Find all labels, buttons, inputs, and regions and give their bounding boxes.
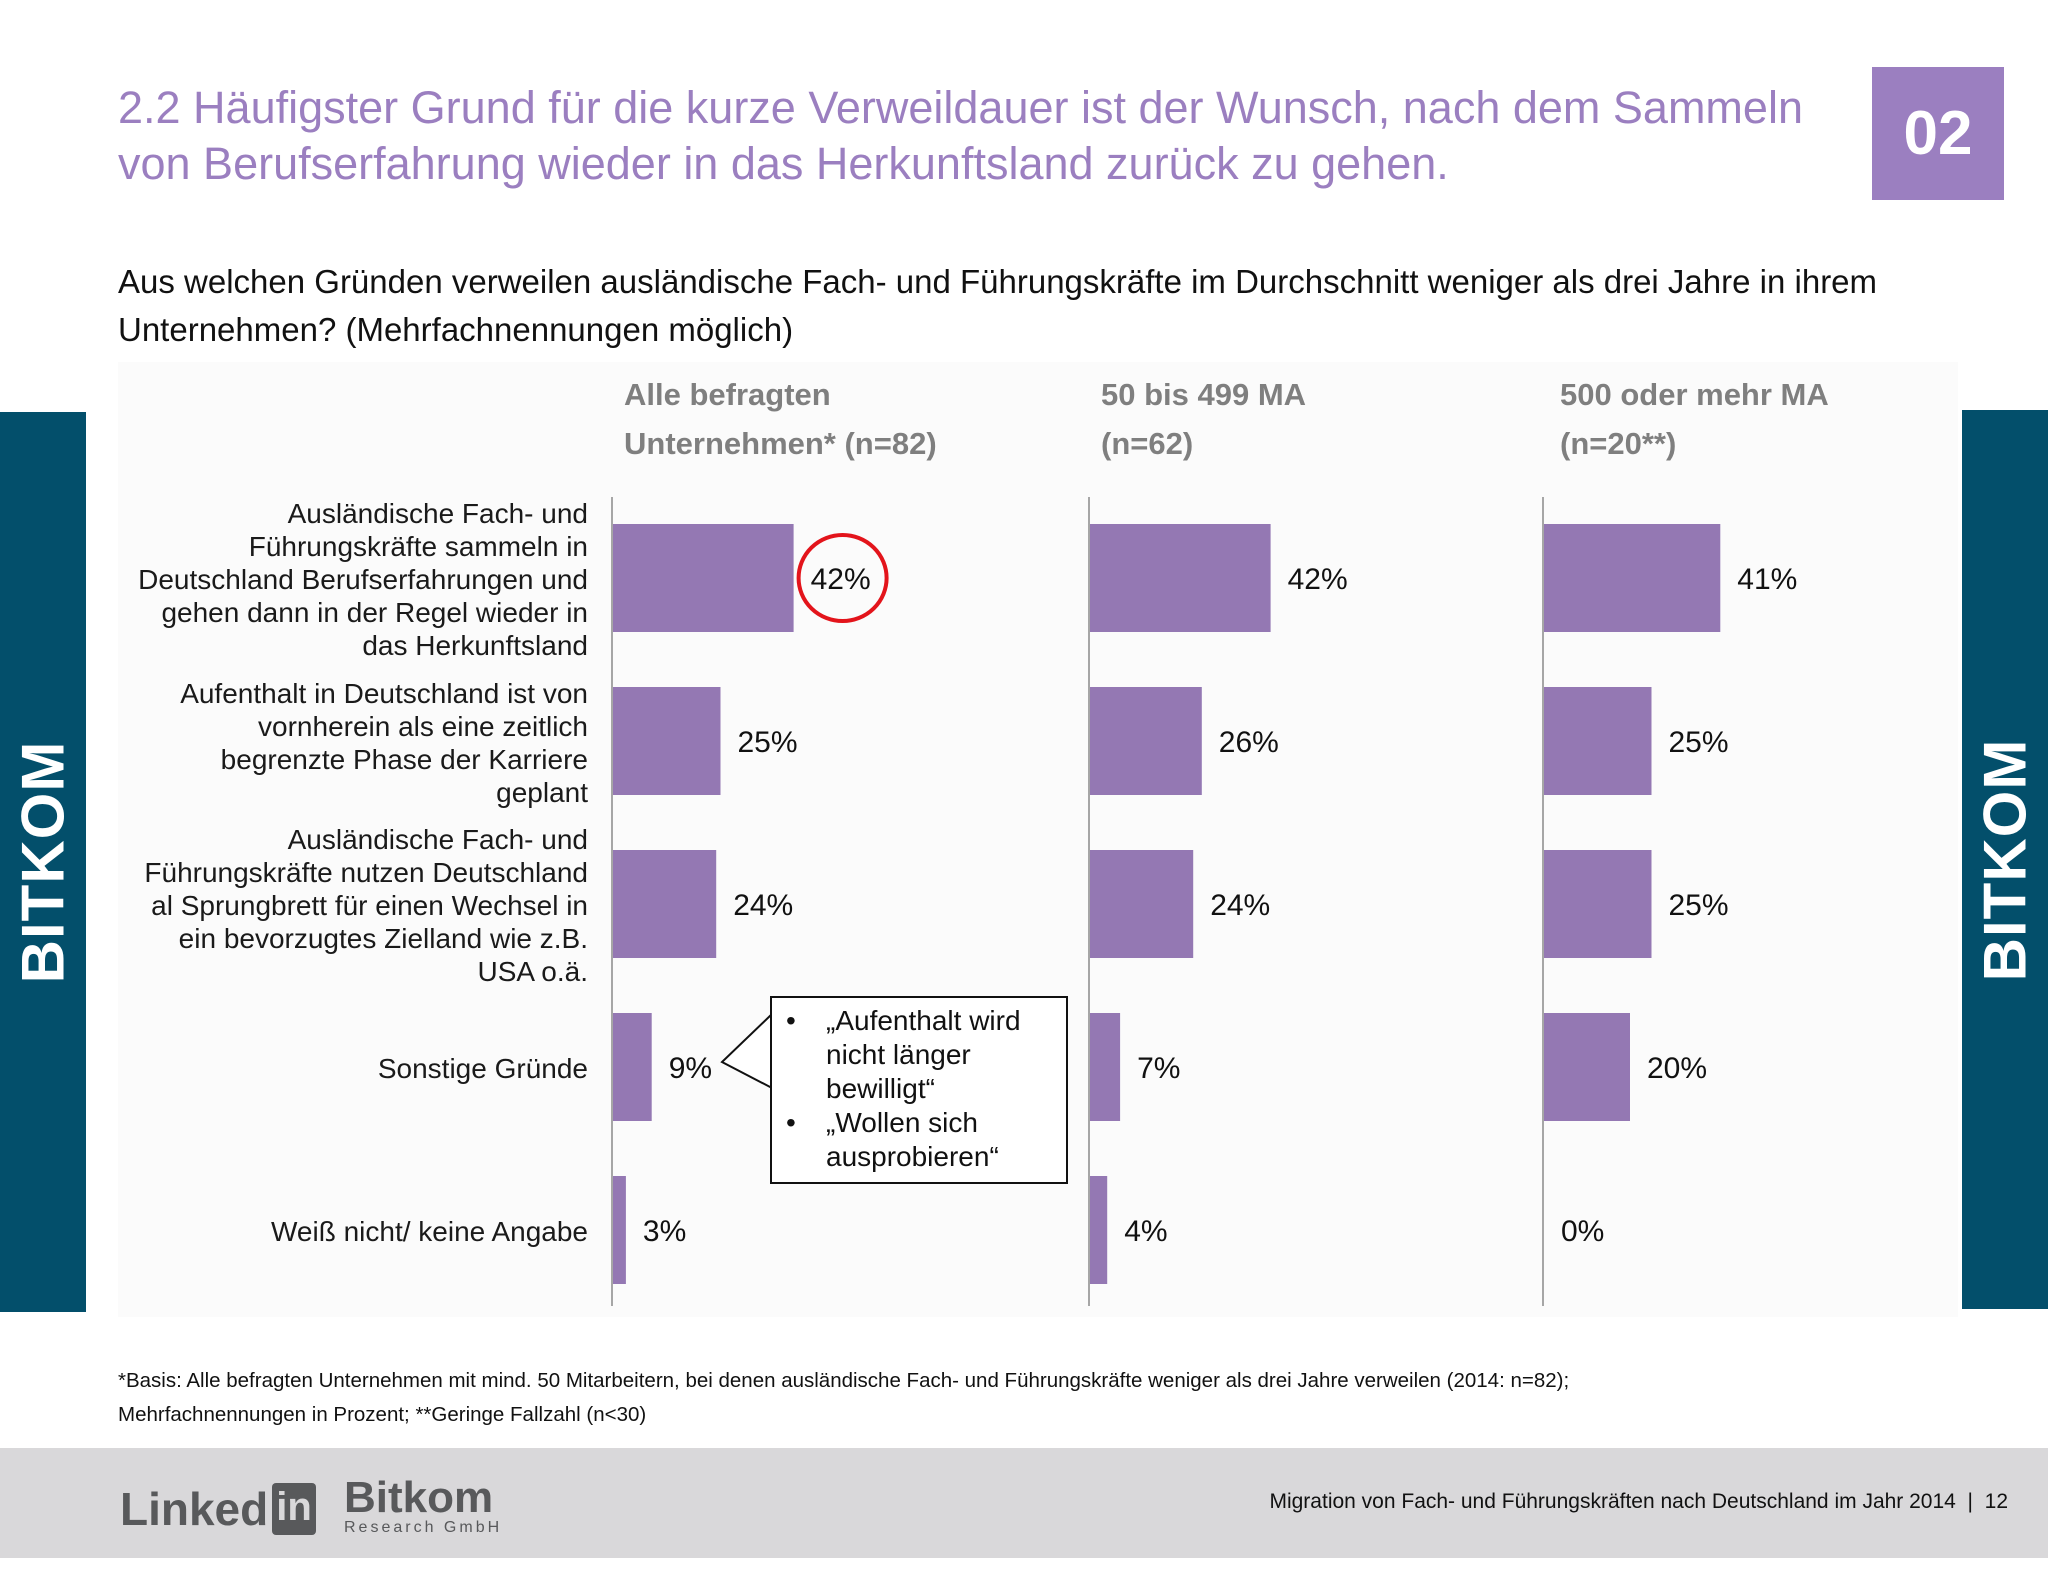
series-header-mid-line1: 50 bis 499 MA — [1101, 377, 1307, 412]
highlight-circle — [796, 533, 889, 623]
bar-series-1-cat-4 — [613, 1013, 652, 1121]
side-banner-left: BITKOM — [0, 412, 86, 1312]
linkedin-logo: Linked in — [120, 1482, 316, 1536]
series-header-all-line1: Alle befragten — [624, 377, 831, 412]
callout-item-1-text: „Aufenthalt wird nicht länger bewilligt“ — [826, 1005, 1021, 1104]
category-label-4: Sonstige Gründe — [377, 1053, 588, 1084]
callout-item-2: • „Wollen sich ausprobieren“ — [786, 1106, 1056, 1174]
series-header-large: 500 oder mehr MA (n=20**) — [1560, 370, 1829, 468]
callout-other-reasons: • „Aufenthalt wird nicht länger bewillig… — [720, 996, 1068, 1184]
bar-series-2-cat-1 — [1090, 524, 1271, 632]
value-label-series-1-cat-1: 42% — [811, 563, 871, 596]
bar-series-1-cat-5 — [613, 1176, 626, 1284]
footer-caption: Migration von Fach- und Führungskräften … — [1269, 1490, 2008, 1513]
bar-series-3-cat-2 — [1544, 687, 1652, 795]
value-label-series-1-cat-3: 24% — [733, 889, 793, 922]
value-label-series-2-cat-2: 26% — [1219, 726, 1279, 759]
bar-series-2-cat-2 — [1090, 687, 1202, 795]
section-number-badge: 02 — [1872, 67, 2004, 200]
bar-series-3-cat-3 — [1544, 850, 1652, 958]
value-label-series-3-cat-4: 20% — [1647, 1052, 1707, 1085]
value-label-series-3-cat-5: 0% — [1561, 1215, 1604, 1248]
value-label-series-1-cat-5: 3% — [643, 1215, 686, 1248]
category-label-5: Weiß nicht/ keine Angabe — [270, 1216, 588, 1247]
callout-item-1: • „Aufenthalt wird nicht länger bewillig… — [786, 1004, 1056, 1106]
linkedin-logo-text: Linked — [120, 1483, 269, 1535]
bar-series-1-cat-2 — [613, 687, 721, 795]
bitkom-logo-subtitle: Research GmbH — [344, 1519, 503, 1536]
footer-bar: Linked in Bitkom Research GmbH Migration… — [0, 1448, 2048, 1558]
category-label-3: Ausländische Fach- und Führungskräfte nu… — [144, 824, 588, 987]
series-header-all-line2: Unternehmen* (n=82) — [624, 426, 937, 461]
value-label-series-3-cat-2: 25% — [1669, 726, 1729, 759]
side-banner-right: BITKOM — [1962, 410, 2048, 1309]
bar-series-3-cat-1 — [1544, 524, 1721, 632]
bar-series-1-cat-3 — [613, 850, 717, 958]
series-header-mid: 50 bis 499 MA (n=62) — [1101, 370, 1306, 468]
footnote-line-1: *Basis: Alle befragten Unternehmen mit m… — [118, 1369, 1570, 1392]
series-header-mid-line2: (n=62) — [1101, 426, 1194, 461]
bitkom-research-logo: Bitkom Research GmbH — [344, 1473, 503, 1537]
series-header-large-line2: (n=20**) — [1560, 426, 1677, 461]
footnote-line-2: Mehrfachnennungen in Prozent; **Geringe … — [118, 1403, 647, 1426]
category-label-1: Ausländische Fach- und Führungskräfte sa… — [138, 498, 588, 661]
series-header-all: Alle befragten Unternehmen* (n=82) — [624, 370, 937, 468]
linkedin-in-icon: in — [272, 1483, 316, 1535]
callout-item-2-text: „Wollen sich ausprobieren“ — [826, 1107, 999, 1172]
bar-series-3-cat-4 — [1544, 1013, 1630, 1121]
bitkom-logo-name: Bitkom — [344, 1473, 494, 1522]
category-label-2: Aufenthalt in Deutschland ist von vornhe… — [180, 678, 588, 808]
value-label-series-1-cat-2: 25% — [738, 726, 798, 759]
footnote: *Basis: Alle befragten Unternehmen mit m… — [118, 1364, 1918, 1432]
value-label-series-2-cat-1: 42% — [1288, 563, 1348, 596]
value-label-series-1-cat-4: 9% — [669, 1052, 712, 1085]
value-label-series-2-cat-4: 7% — [1137, 1052, 1180, 1085]
bar-series-2-cat-4 — [1090, 1013, 1121, 1121]
callout-box: • „Aufenthalt wird nicht länger bewillig… — [770, 996, 1068, 1184]
bar-series-1-cat-1 — [613, 524, 794, 632]
bar-series-2-cat-3 — [1090, 850, 1194, 958]
survey-question: Aus welchen Gründen verweilen ausländisc… — [118, 263, 1878, 348]
series-header-large-line1: 500 oder mehr MA — [1560, 377, 1829, 412]
bar-series-2-cat-5 — [1090, 1176, 1108, 1284]
value-label-series-2-cat-5: 4% — [1124, 1215, 1167, 1248]
bullet-icon: • — [786, 1107, 796, 1138]
bullet-icon: • — [786, 1005, 796, 1036]
value-label-series-3-cat-3: 25% — [1669, 889, 1729, 922]
slide-title: 2.2 Häufigster Grund für die kurze Verwe… — [118, 82, 1803, 189]
value-label-series-2-cat-3: 24% — [1210, 889, 1270, 922]
value-label-series-3-cat-1: 41% — [1737, 563, 1797, 596]
